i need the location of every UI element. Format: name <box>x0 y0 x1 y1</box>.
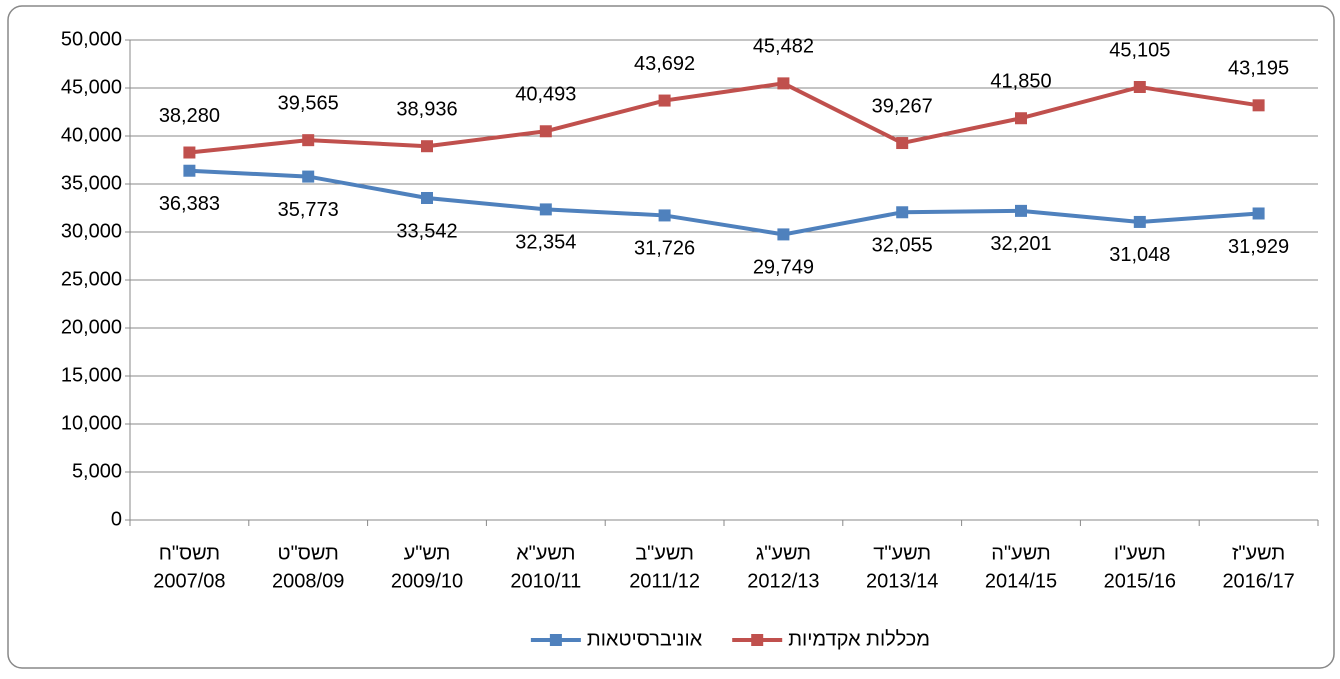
y-tick-label: 50,000 <box>61 28 122 50</box>
y-tick-label: 45,000 <box>61 76 122 98</box>
data-label: 36,383 <box>159 193 220 215</box>
point-marker <box>183 146 196 159</box>
point-marker <box>777 77 790 90</box>
x-tick-label: 2016/17 <box>1222 570 1294 592</box>
x-tick-label: תשע"ו <box>1114 542 1166 564</box>
y-tick-label: 40,000 <box>61 124 122 146</box>
point-marker <box>658 94 671 107</box>
point-marker <box>302 170 315 183</box>
data-label: 45,105 <box>1109 39 1170 61</box>
data-label: 43,692 <box>634 53 695 75</box>
y-tick-label: 5,000 <box>72 460 122 482</box>
x-tick-label: תשע"ה <box>991 542 1050 564</box>
point-marker <box>658 209 671 222</box>
point-marker <box>302 134 315 147</box>
x-tick-label: תשע"ג <box>756 542 811 564</box>
x-tick-label: תשע"א <box>516 542 575 564</box>
point-marker <box>896 206 909 219</box>
data-label: 38,936 <box>396 98 457 120</box>
point-marker <box>183 164 196 177</box>
y-tick-label: 0 <box>111 508 122 530</box>
data-label: 33,542 <box>396 220 457 242</box>
x-tick-label: תשע"ד <box>873 542 931 564</box>
data-label: 32,055 <box>872 235 933 257</box>
chart-border <box>7 5 1335 669</box>
x-tick-label: 2007/08 <box>153 570 225 592</box>
point-marker <box>1252 207 1265 220</box>
y-tick-label: 15,000 <box>61 364 122 386</box>
point-marker <box>421 140 433 153</box>
x-tick-label: 2015/16 <box>1104 570 1176 592</box>
legend-marker <box>751 634 764 646</box>
x-tick-label: 2012/13 <box>747 570 819 592</box>
x-tick-label: 2008/09 <box>272 570 344 592</box>
y-tick-label: 25,000 <box>61 268 122 290</box>
data-label: 32,201 <box>990 233 1051 255</box>
data-label: 31,726 <box>634 238 695 260</box>
data-label: 39,267 <box>872 95 933 117</box>
point-marker <box>777 228 790 241</box>
x-tick-label: 2013/14 <box>866 570 938 592</box>
x-tick-label: 2010/11 <box>510 570 581 592</box>
x-tick-label: תשע"ב <box>635 542 694 564</box>
point-marker <box>1015 204 1027 217</box>
x-tick-label: תשס"ח <box>159 542 220 564</box>
data-label: 29,749 <box>753 257 814 279</box>
data-label: 45,482 <box>753 36 814 58</box>
data-label: 39,565 <box>278 92 339 114</box>
x-tick-label: 2011/12 <box>629 570 700 592</box>
point-marker <box>1133 80 1146 93</box>
point-marker <box>539 125 552 138</box>
x-tick-label: תש"ע <box>404 542 451 564</box>
series-line <box>189 168 1259 237</box>
legend-marker <box>549 634 562 646</box>
point-marker <box>1133 215 1146 228</box>
y-tick-label: 10,000 <box>61 412 122 434</box>
point-marker <box>539 203 552 216</box>
legend-label: אוניברסיטאות <box>587 628 703 650</box>
x-tick-label: 2009/10 <box>391 570 463 592</box>
data-label: 31,048 <box>1109 244 1170 266</box>
x-tick-label: 2014/15 <box>985 570 1057 592</box>
data-label: 38,280 <box>159 105 220 127</box>
data-label: 32,354 <box>515 232 576 254</box>
y-tick-label: 20,000 <box>61 316 122 338</box>
data-label: 41,850 <box>990 71 1051 93</box>
y-tick-label: 30,000 <box>61 220 122 242</box>
data-label: 31,929 <box>1228 236 1289 258</box>
point-marker <box>896 137 909 150</box>
y-tick-label: 35,000 <box>61 172 122 194</box>
point-marker <box>1015 112 1027 125</box>
legend-label: מכללות אקדמיות <box>788 628 930 650</box>
point-marker <box>1252 99 1265 112</box>
data-label: 43,195 <box>1228 58 1289 80</box>
series-line <box>189 81 1259 155</box>
data-label: 35,773 <box>278 199 339 221</box>
point-marker <box>421 191 433 204</box>
data-label: 40,493 <box>515 84 576 106</box>
x-tick-label: תשס"ט <box>278 542 339 564</box>
x-tick-label: תשע"ז <box>1232 542 1285 564</box>
